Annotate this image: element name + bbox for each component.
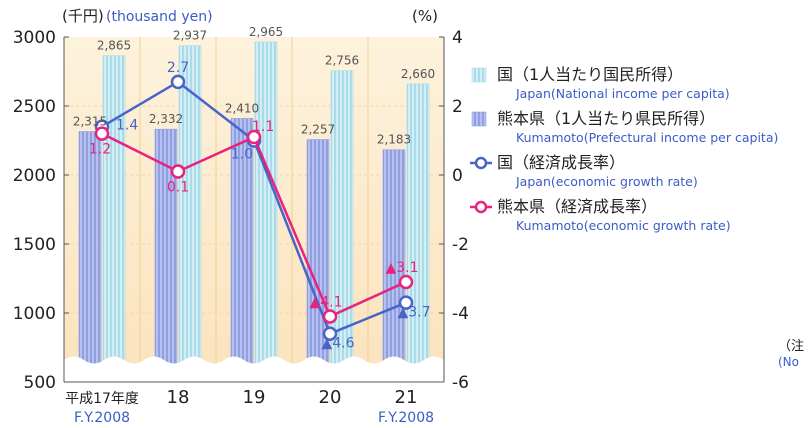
- line-value-label: ▲3.1: [385, 260, 418, 276]
- bar: [254, 41, 278, 383]
- legend-label: 国（1人当たり国民所得）: [497, 65, 683, 84]
- right-axis-label: (%): [412, 7, 438, 25]
- right-tick-label: -2: [452, 235, 469, 255]
- legend-marker: [474, 200, 488, 214]
- bar-value-label: 2,183: [377, 133, 411, 147]
- plot-background: [64, 37, 444, 382]
- bar-value-label: 2,937: [173, 29, 207, 43]
- left-tick-label: 3000: [13, 28, 56, 48]
- line-value-label: ▲4.6: [321, 336, 354, 352]
- right-tick-label: -6: [452, 373, 469, 393]
- line-point: [170, 164, 186, 179]
- line-value-label: 1.0: [231, 147, 253, 163]
- legend-label: 熊本県（経済成長率）: [497, 197, 657, 216]
- bars: [64, 41, 464, 383]
- legend-label: 国（経済成長率）: [497, 153, 625, 172]
- line-point: [322, 326, 338, 341]
- bar-value-label: 2,257: [301, 123, 335, 137]
- plot-area: [64, 37, 444, 382]
- left-tick-label: 1000: [13, 304, 56, 324]
- left-axis-label-ja: (千円): [62, 7, 104, 25]
- x-tick-label: 18: [167, 387, 190, 408]
- bar-value-label: 2,865: [97, 39, 131, 53]
- axes: 500 1000 1500 2000 2500 3000 -6 -4 -2 0 2 4 (千円) (tho…: [13, 7, 469, 426]
- line-value-label: 2.7: [167, 60, 189, 76]
- legend-label: 熊本県（1人当たり県民所得）: [497, 109, 715, 128]
- legend: 国（1人当たり国民所得） Japan(National income per ca…: [470, 65, 778, 233]
- bar: [78, 131, 102, 383]
- gridlines: [64, 37, 444, 382]
- left-tick-label: 500: [24, 373, 56, 393]
- x-tick-label: 20: [319, 387, 342, 408]
- line-point: [398, 274, 414, 290]
- line-value-label: 1.1: [252, 119, 274, 135]
- legend-marker: [474, 156, 488, 170]
- right-tick-label: 4: [452, 28, 463, 48]
- bar-value-label: 2,315: [73, 115, 107, 129]
- data-labels: 2,315 2,865 2,332 2,937 2,410 2,965 2,257 2,756…: [73, 25, 435, 352]
- right-tick-label: -4: [452, 304, 469, 324]
- left-tick-label: 2000: [13, 166, 56, 186]
- side-note: （注(No: [778, 339, 804, 369]
- x-tick-note: F.Y.2008: [74, 410, 130, 426]
- line-value-label: 0.1: [167, 180, 189, 196]
- legend-swatch: [471, 67, 487, 83]
- x-tick-label: 19: [243, 387, 266, 408]
- legend-label-en: Japan(economic growth rate): [515, 174, 698, 189]
- left-axis-label-en: (thousand yen): [106, 9, 213, 25]
- x-tick-label: 21: [395, 387, 418, 408]
- line-value-label: ▲3.7: [397, 305, 430, 321]
- line-point: [246, 129, 262, 145]
- legend-label-en: Kumamoto(Prefectural income per capita): [516, 130, 778, 145]
- legend-label-en: Kumamoto(economic growth rate): [516, 218, 731, 233]
- bar-value-label: 2,965: [249, 25, 283, 39]
- x-tick-note: F.Y.2008: [378, 410, 434, 426]
- legend-label-en: Japan(National income per capita): [515, 86, 730, 101]
- left-tick-label: 1500: [13, 235, 56, 255]
- bar: [102, 55, 126, 383]
- side-note-ja: （注: [778, 339, 804, 354]
- line-point: [398, 295, 414, 310]
- x-tick-label: 平成17年度: [65, 391, 139, 407]
- axis-break-band: [64, 356, 464, 382]
- line-value-label: 1.4: [116, 118, 138, 134]
- line-point: [170, 74, 186, 90]
- line-point: [322, 309, 338, 324]
- bar-value-label: 2,660: [401, 67, 435, 81]
- right-tick-label: 2: [452, 97, 463, 117]
- side-note-en: (No: [778, 355, 799, 369]
- bar-value-label: 2,332: [149, 112, 183, 126]
- left-tick-label: 2500: [13, 97, 56, 117]
- bar-value-label: 2,756: [325, 54, 359, 68]
- bar: [406, 83, 430, 383]
- growth-lines: [94, 74, 414, 341]
- line-point: [94, 126, 110, 141]
- line-value-label: ▲4.1: [309, 294, 342, 310]
- legend-swatch: [471, 111, 487, 127]
- bar-value-label: 2,410: [225, 101, 259, 115]
- line-value-label: 1.2: [89, 142, 111, 158]
- right-tick-label: 0: [452, 166, 463, 186]
